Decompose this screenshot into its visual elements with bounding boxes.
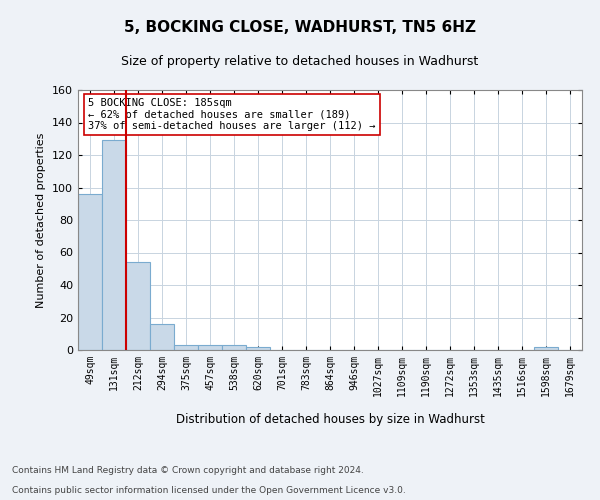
Bar (126, 262, 150, 350)
Bar (198, 345, 222, 350)
Bar (78, 194, 102, 350)
Y-axis label: Number of detached properties: Number of detached properties (37, 132, 46, 308)
Text: Distribution of detached houses by size in Wadhurst: Distribution of detached houses by size … (176, 412, 484, 426)
Bar (174, 345, 198, 350)
Bar (150, 324, 174, 350)
Text: Contains HM Land Registry data © Crown copyright and database right 2024.: Contains HM Land Registry data © Crown c… (12, 466, 364, 475)
Bar (102, 140, 126, 350)
Text: 5 BOCKING CLOSE: 185sqm
← 62% of detached houses are smaller (189)
37% of semi-d: 5 BOCKING CLOSE: 185sqm ← 62% of detache… (88, 98, 376, 131)
Bar (222, 345, 246, 350)
Bar (246, 347, 270, 350)
Bar (534, 347, 558, 350)
Text: Size of property relative to detached houses in Wadhurst: Size of property relative to detached ho… (121, 55, 479, 68)
Text: 5, BOCKING CLOSE, WADHURST, TN5 6HZ: 5, BOCKING CLOSE, WADHURST, TN5 6HZ (124, 20, 476, 35)
Text: Contains public sector information licensed under the Open Government Licence v3: Contains public sector information licen… (12, 486, 406, 495)
